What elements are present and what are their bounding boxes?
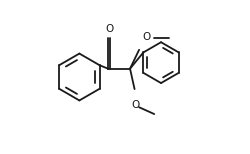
Text: O: O	[104, 24, 113, 34]
Text: O: O	[142, 32, 150, 42]
Text: O: O	[131, 100, 139, 110]
